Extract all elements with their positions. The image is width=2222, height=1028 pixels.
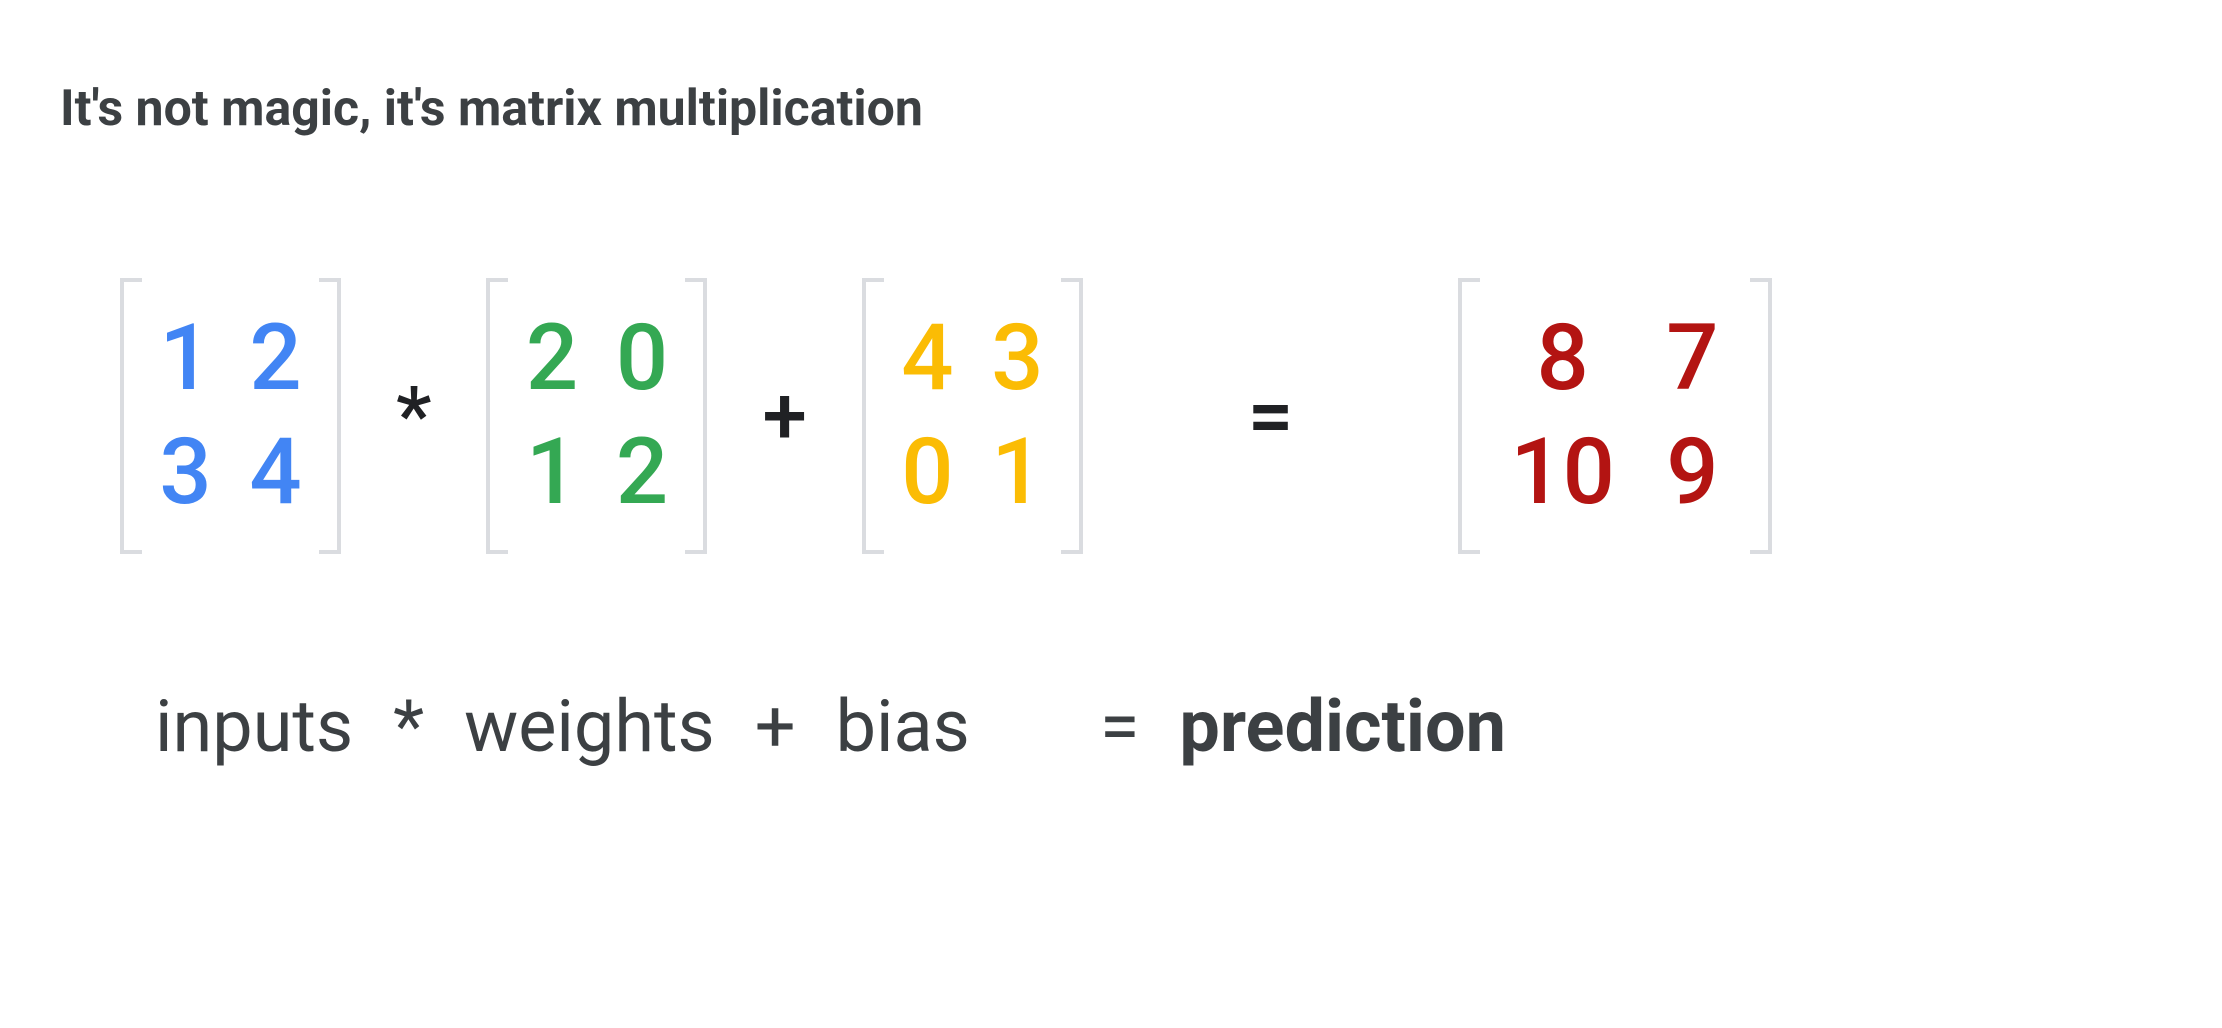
weights-matrix: 2 0 1 2 [486, 278, 707, 554]
matrix-cell: 2 [524, 306, 579, 412]
bias-label: bias [836, 684, 970, 769]
prediction-label: prediction [1179, 684, 1506, 769]
matrix-cell: 3 [990, 306, 1045, 412]
matrix-cell: 0 [614, 306, 669, 412]
equals-operator: = [1238, 369, 1303, 463]
labels-row: inputs * weights + bias = prediction [60, 684, 2162, 769]
multiply-operator: * [386, 369, 441, 463]
bracket-right-icon [685, 278, 707, 554]
inputs-matrix: 1 2 3 4 [120, 278, 341, 554]
equals-label: = [1100, 684, 1140, 769]
plus-label: + [755, 684, 796, 769]
bracket-right-icon [319, 278, 341, 554]
matrix-cell: 2 [248, 306, 303, 412]
multiply-label: * [393, 684, 424, 769]
matrix-cell: 4 [900, 306, 955, 412]
matrix-cell: 4 [248, 420, 303, 526]
matrix-equation-row: 1 2 3 4 * 2 0 1 2 + 4 3 0 1 = [60, 278, 2162, 554]
prediction-matrix: 8 7 10 9 [1458, 278, 1772, 554]
bracket-right-icon [1061, 278, 1083, 554]
inputs-label: inputs [155, 684, 353, 769]
matrix-cell: 0 [900, 420, 955, 526]
matrix-cell: 7 [1665, 306, 1720, 412]
matrix-cell: 8 [1510, 306, 1615, 412]
bias-matrix: 4 3 0 1 [862, 278, 1083, 554]
matrix-cell: 3 [158, 420, 213, 526]
matrix-cell: 1 [990, 420, 1045, 526]
matrix-cell: 1 [158, 306, 213, 412]
matrix-cell: 10 [1510, 420, 1615, 526]
matrix-cell: 9 [1665, 420, 1720, 526]
bracket-right-icon [1750, 278, 1772, 554]
matrix-cell: 2 [614, 420, 669, 526]
diagram-title: It's not magic, it's matrix multiplicati… [60, 80, 2162, 138]
matrix-cell: 1 [524, 420, 579, 526]
weights-label: weights [464, 684, 715, 769]
plus-operator: + [752, 369, 816, 463]
